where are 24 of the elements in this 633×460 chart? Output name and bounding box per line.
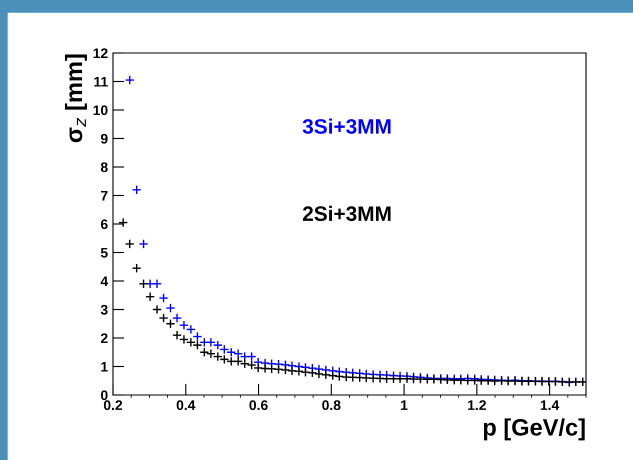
y-tick-label: 12 xyxy=(94,48,108,58)
x-tick-label: 0.2 xyxy=(104,400,122,410)
y-tick-label: 1 xyxy=(101,362,108,372)
y-tick-label: 10 xyxy=(94,105,108,116)
x-tick-label: 0.6 xyxy=(249,400,268,410)
x-axis-title: p [GeV/c] xyxy=(484,418,585,440)
x-tick-label: 1 xyxy=(401,400,408,410)
x-tick-label: 1.4 xyxy=(540,400,560,410)
y-tick-label: 8 xyxy=(100,162,108,172)
y-tick-label: 2 xyxy=(100,333,108,344)
y-tick-label: 6 xyxy=(100,219,108,230)
y-tick-label: 7 xyxy=(101,190,108,201)
text: 2Si+3MM xyxy=(302,206,391,222)
x-tick-label: 0.4 xyxy=(176,400,196,410)
y-tick-label: 11 xyxy=(94,76,108,87)
y-axis-title: σ$_{z}$ [mm] xyxy=(64,54,87,142)
y-tick-label: 9 xyxy=(100,134,108,144)
y-tick-label: 4 xyxy=(100,276,108,286)
y-tick-label: 3 xyxy=(100,304,108,315)
x-tick-label: 1.2 xyxy=(468,400,486,410)
x-tick-label: 0.8 xyxy=(322,400,341,410)
text: 3Si+3MM xyxy=(302,118,391,134)
y-tick-label: 5 xyxy=(100,248,108,258)
y-tick-label: 0 xyxy=(100,390,108,400)
